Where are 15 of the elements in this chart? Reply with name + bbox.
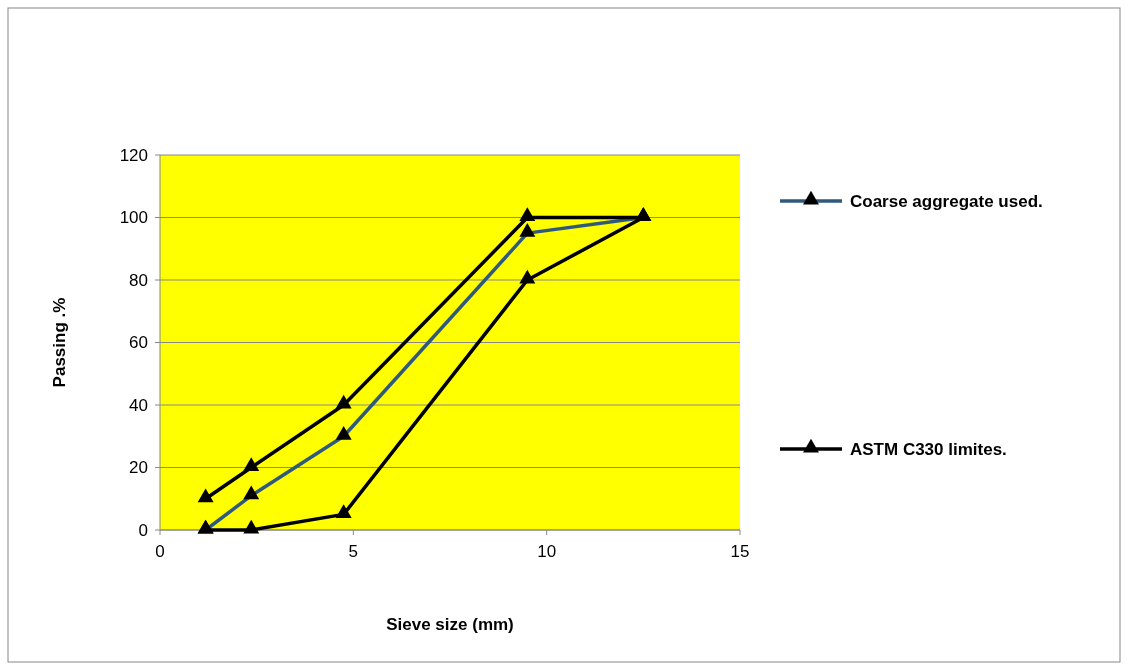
y-tick-label: 20	[129, 458, 148, 478]
x-tick-label: 0	[155, 542, 165, 561]
x-tick-label: 5	[348, 542, 359, 561]
y-axis-title: Passing .%	[50, 297, 69, 388]
y-tick-label: 60	[129, 333, 148, 353]
y-tick-label: 100	[119, 208, 148, 228]
y-tick-label: 0	[138, 520, 148, 540]
x-tick-label: 15	[730, 542, 750, 561]
y-tick-label: 120	[119, 145, 148, 165]
x-tick-label: 10	[537, 542, 557, 561]
legend-label: Coarse aggregate used.	[850, 191, 1043, 211]
x-axis-title: Sieve size (mm)	[386, 615, 514, 634]
y-tick-label: 80	[129, 270, 148, 290]
legend-label: ASTM C330 limites.	[850, 439, 1007, 459]
y-tick-label: 40	[129, 395, 148, 415]
